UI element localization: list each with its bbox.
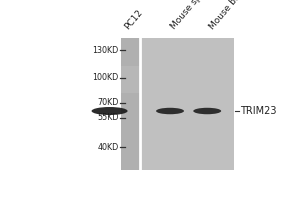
Text: TRIM23: TRIM23 — [240, 106, 276, 116]
Text: PC12: PC12 — [122, 8, 144, 31]
Text: 40KD: 40KD — [98, 143, 119, 152]
Text: 100KD: 100KD — [93, 73, 119, 82]
Bar — [140, 38, 234, 170]
Bar — [121, 66, 140, 93]
Text: 70KD: 70KD — [98, 98, 119, 107]
Ellipse shape — [193, 108, 221, 114]
Bar — [121, 38, 140, 170]
Text: Mouse brain: Mouse brain — [207, 0, 250, 31]
Text: 130KD: 130KD — [93, 46, 119, 55]
Ellipse shape — [156, 108, 184, 114]
Ellipse shape — [92, 107, 128, 115]
Text: Mouse spleen: Mouse spleen — [169, 0, 216, 31]
Text: 55KD: 55KD — [98, 113, 119, 122]
